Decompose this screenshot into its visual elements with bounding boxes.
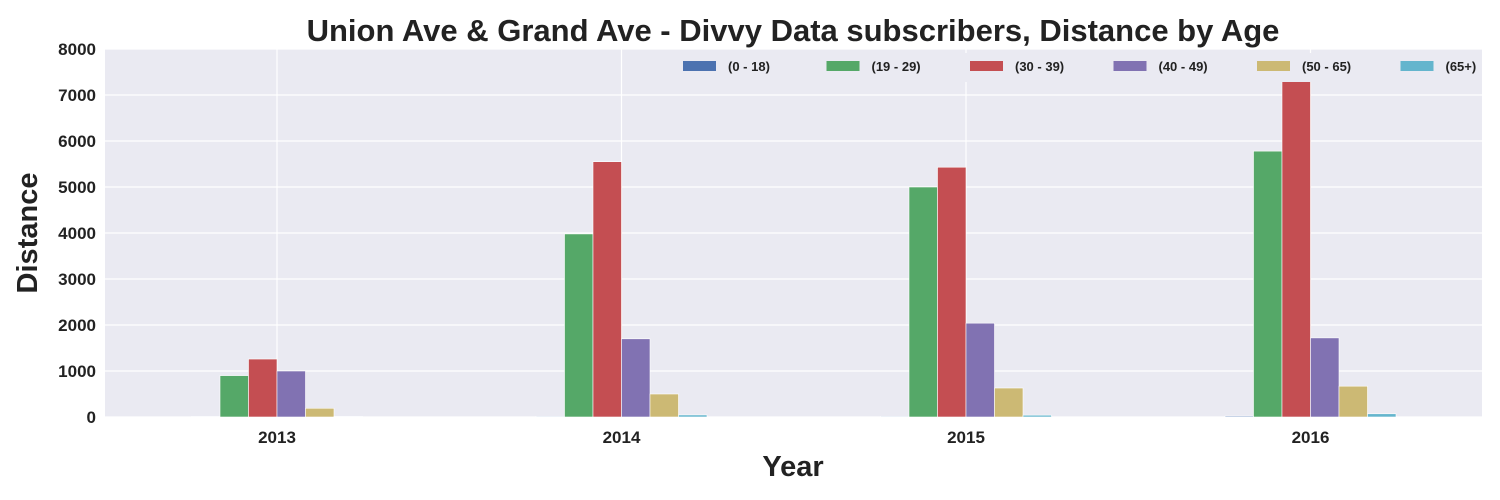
bar: [248, 358, 278, 418]
y-tick-label: 4000: [58, 224, 96, 243]
bar: [965, 322, 995, 418]
legend-entry: (50 - 65): [1302, 59, 1351, 74]
bar: [621, 338, 651, 418]
bar: [1310, 337, 1340, 418]
legend-swatch: [970, 61, 1003, 71]
x-axis-ticks: 2013 2014 2015 2016: [258, 428, 1329, 447]
bar: [305, 407, 335, 418]
bar: [1281, 80, 1311, 418]
y-tick-label: 8000: [58, 40, 96, 59]
bar: [649, 393, 679, 418]
y-tick-label: 7000: [58, 86, 96, 105]
x-tick-label: 2013: [258, 428, 296, 447]
y-axis-label: Distance: [12, 173, 44, 294]
legend-swatch: [1400, 61, 1434, 71]
x-tick-label: 2014: [603, 428, 641, 447]
bar: [191, 416, 221, 418]
bar: [1367, 413, 1397, 418]
y-tick-label: 3000: [58, 270, 96, 289]
bar: [276, 370, 306, 418]
legend-entry: (40 - 49): [1159, 59, 1208, 74]
x-tick-label: 2015: [947, 428, 985, 447]
chart-title: Union Ave & Grand Ave - Divvy Data subsc…: [307, 13, 1280, 48]
bars: [191, 80, 1397, 418]
legend: (0 - 18) (19 - 29) (30 - 39) (40 - 49) (50 -…: [672, 53, 1478, 82]
y-tick-label: 2000: [58, 316, 96, 335]
legend-entry: (30 - 39): [1015, 59, 1064, 74]
y-tick-label: 6000: [58, 132, 96, 151]
y-tick-label: 1000: [58, 362, 96, 381]
bar: [908, 186, 938, 418]
bar: [994, 387, 1024, 418]
legend-box: [672, 53, 1478, 82]
bar: [535, 416, 565, 418]
y-axis-ticks: 0 1000 2000 3000 4000 5000 6000 7000 8000: [58, 40, 96, 427]
legend-swatch: [826, 61, 860, 71]
legend-swatch: [683, 61, 716, 71]
legend-swatch: [1257, 61, 1290, 71]
bar: [1224, 415, 1254, 418]
legend-entry: (19 - 29): [872, 59, 921, 74]
legend-swatch: [1113, 61, 1147, 71]
y-tick-label: 0: [87, 408, 96, 427]
legend-entry: (0 - 18): [728, 59, 770, 74]
bar: [880, 416, 910, 418]
bar: [678, 414, 708, 418]
x-axis-label: Year: [762, 451, 823, 483]
bar: [1022, 414, 1052, 418]
bar: [937, 166, 967, 418]
bar: [333, 416, 363, 418]
bar: [1253, 150, 1283, 418]
legend-entry: (65+): [1446, 59, 1477, 74]
bar: [1338, 385, 1368, 418]
x-tick-label: 2016: [1292, 428, 1330, 447]
bar: [564, 233, 594, 418]
y-tick-label: 5000: [58, 178, 96, 197]
bar: [592, 161, 622, 418]
bar: [219, 375, 249, 418]
